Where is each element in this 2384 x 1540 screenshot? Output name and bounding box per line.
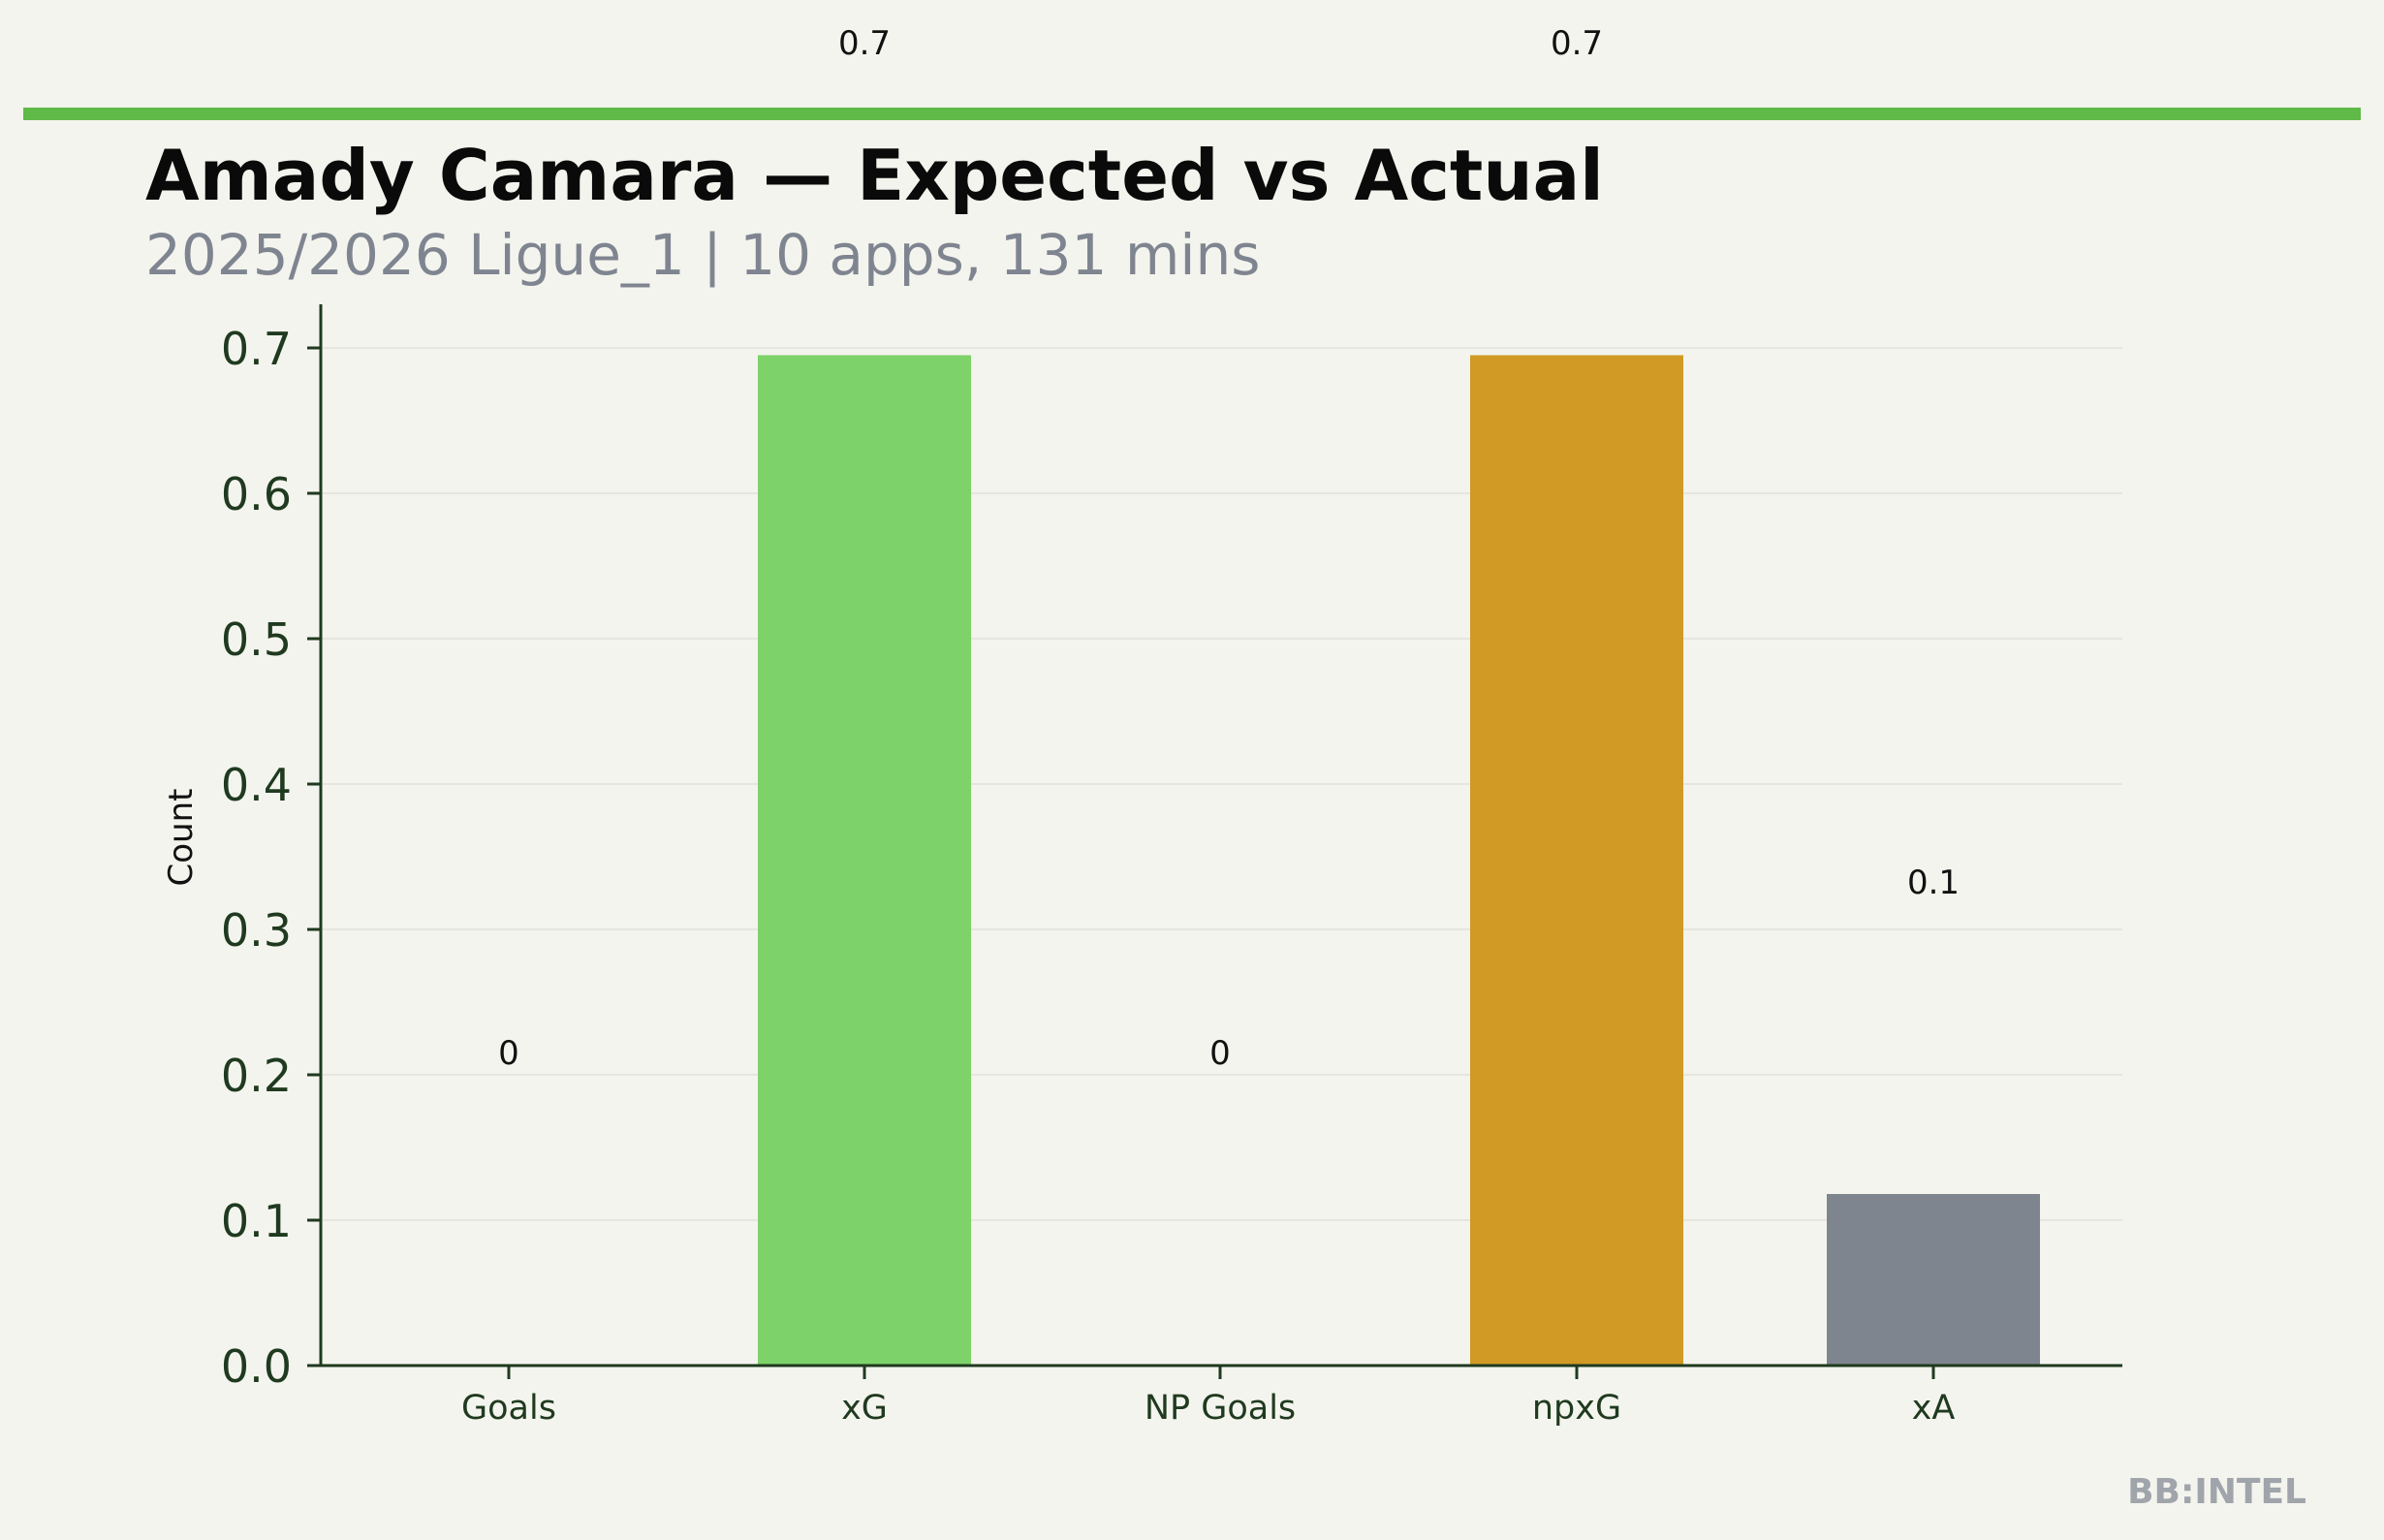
- watermark: BB:INTEL: [2127, 1472, 2306, 1512]
- data-label: 0.7: [838, 24, 891, 63]
- y-tick-label: 0.1: [221, 1195, 292, 1247]
- y-tick-label: 0.4: [221, 759, 292, 811]
- chart-title: Amady Camara — Expected vs Actual: [145, 135, 1604, 216]
- gridlines: [321, 347, 2122, 1221]
- y-tick-label: 0.0: [221, 1340, 292, 1393]
- accent-rule: [23, 108, 2361, 120]
- y-tick-label: 0.6: [221, 468, 292, 520]
- x-tick-label: xG: [841, 1389, 888, 1428]
- y-tick-label: 0.7: [221, 323, 292, 375]
- x-tick-label: npxG: [1532, 1389, 1621, 1428]
- data-label: 0: [498, 1034, 519, 1073]
- bar-xg: [758, 355, 971, 1366]
- bar-npxg: [1470, 355, 1683, 1366]
- chart-subtitle: 2025/2026 Ligue_1 | 10 apps, 131 mins: [145, 222, 1260, 288]
- data-label: 0.7: [1551, 24, 1603, 63]
- bars: [758, 355, 2040, 1366]
- y-tick-label: 0.5: [221, 613, 292, 666]
- data-label: 0: [1209, 1034, 1231, 1073]
- x-tick-label: xA: [1912, 1389, 1956, 1428]
- bar-xa: [1827, 1194, 2040, 1366]
- y-tick-label: 0.3: [221, 904, 292, 957]
- x-tick-labels: Goals xG NP Goals npxG xA: [461, 1366, 1955, 1428]
- x-tick-label: NP Goals: [1145, 1389, 1296, 1428]
- y-axis-title: Count: [162, 789, 201, 887]
- data-label: 0.1: [1907, 864, 1960, 902]
- x-tick-label: Goals: [461, 1389, 556, 1428]
- y-tick-label: 0.2: [221, 1050, 292, 1102]
- data-labels: 0 0.7 0 0.7 0.1: [498, 24, 1960, 1073]
- y-ticks: 0.0 0.1 0.2 0.3 0.4 0.5 0.6 0.7: [221, 323, 321, 1393]
